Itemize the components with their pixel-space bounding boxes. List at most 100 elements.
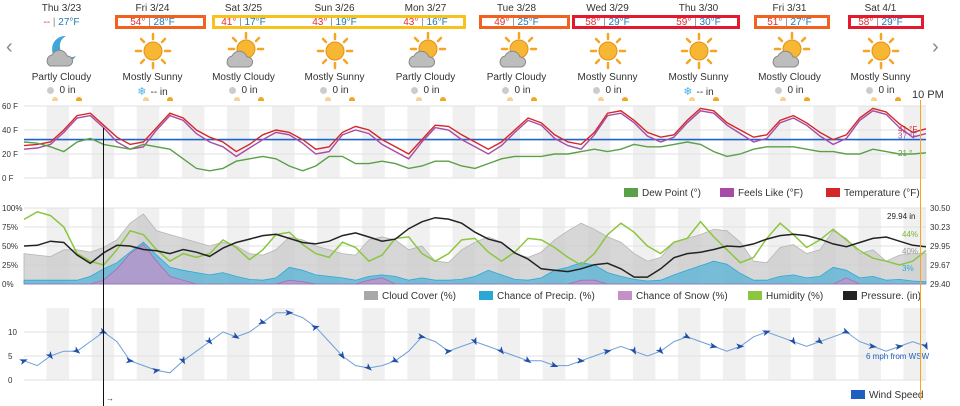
wind-chart-band [587,308,611,380]
sun-marker-icon [622,97,628,101]
high-temp: -- [43,17,51,28]
temp-chart-band [91,106,115,178]
wind-chart-band [632,308,656,380]
wind-direction-arrow-icon [788,336,796,345]
temp-chart-band [632,106,656,178]
time-marker-label: 10 PM [912,89,944,101]
high-temp: 51° [767,17,783,28]
wind-chart-band [226,308,250,380]
day-forecast-item[interactable]: Tue 3/28 49° | 25°F Partly Cloudy 0 in [471,0,562,104]
wind-chart: 10 5 0 6 mph from WSW Wind Speed → [8,308,930,403]
sun-marker-icon [440,97,446,101]
legend-dew-point-label[interactable]: Dew Point (°) [642,188,701,199]
precip-amount: 0 in [16,85,107,96]
day-forecast-item[interactable]: Fri 3/31 51° | 27°F Mostly Cloudy 0 in [744,0,835,104]
precip-amount: 0 in [471,85,562,96]
day-name: Wed 3/29 [586,3,629,14]
precip-amount: ❄ -- in [107,85,198,98]
series-feels-end-label: 37 °F [898,132,917,141]
raindrop-icon [320,86,328,94]
wind-direction-arrow-icon [895,343,904,350]
temp-chart-band [813,106,836,178]
day-name: Fri 3/31 [772,3,807,14]
temp-highlight-box [572,15,740,29]
precip-value: -- in [150,87,168,98]
wind-chart-band [91,308,115,380]
day-forecast-item[interactable]: Mon 3/27 43° | 16°F Partly Cloudy 0 in [380,0,471,104]
day-forecast-item[interactable]: Sun 3/26 43° | 19°F Mostly Sunny 0 in [289,0,380,104]
day-name: Sun 3/26 [314,3,355,14]
day-name: Tue 3/28 [496,3,537,14]
wind-direction-arrow-icon [444,348,453,355]
series-dew-line [23,137,927,172]
legend-pressure-label[interactable]: Pressure. (in) [861,291,921,302]
temp-highlight-box [754,15,830,29]
day-forecast-item[interactable]: Sat 4/1 58° | 29°F Mostly Sunny 0 in [835,0,926,104]
low-temp: 25°F [517,17,539,28]
condition-text: Mostly Sunny [850,72,911,83]
precip-value: 0 in [878,85,895,96]
temp-y-tick: 0 F [2,174,14,183]
wind-chart-band [136,308,160,380]
day-forecast-item[interactable]: Thu 3/30 59° | 30°F Mostly Sunny ❄ -- in [653,0,744,104]
legend-chance-snow-label[interactable]: Chance of Snow (%) [636,291,728,302]
day-temps: 43° | 19°F [312,17,357,28]
series-precip-area [23,241,927,285]
legend-humidity-label[interactable]: Humidity (%) [766,291,823,302]
day-forecast-item[interactable]: Thu 3/23 -- | 27°F Partly Cloudy 0 in [16,0,107,104]
high-temp: 43° [312,17,328,28]
day-name: Sat 3/25 [224,3,263,14]
wind-direction-arrow-icon [523,356,532,364]
day-temps: 58° | 29°F [858,17,903,28]
wind-direction-arrow-icon [682,332,691,339]
high-temp: 41° [221,17,237,28]
wind-chart-band [272,308,295,380]
condition-text: Mostly Sunny [668,72,729,83]
sun-cloud-icon [224,31,264,70]
atmosphere-chart: 100% 30.50 75% 30.23 50% 29.95 25% 29.67 0% 29.40… [2,204,951,302]
legend-wind-speed-label[interactable]: Wind Speed [869,390,923,401]
sun-marker-icon [258,97,264,101]
day-forecast-item[interactable]: Sat 3/25 41° | 17°F Mostly Cloudy 0 in [198,0,289,104]
wind-chart-band [677,308,701,380]
wind-chart-band [362,308,385,380]
sun-marker-icon [689,97,695,101]
wind-direction-arrow-icon [470,336,477,346]
wind-direction-arrow-icon [736,343,745,350]
wind-direction-arrow-icon [178,355,185,365]
day-temps: 43° | 16°F [403,17,448,28]
series-temp-line [23,107,927,155]
wind-end-label: 6 mph from WSW [866,352,930,361]
temp-y-tick: 60 F [2,102,18,111]
wind-scroll-arrow-icon[interactable]: → [106,394,114,403]
day-forecast-item[interactable]: Fri 3/24 54° | 28°F Mostly Sunny ❄ -- in [107,0,198,104]
condition-text: Partly Cloudy [31,72,92,83]
temperature-chart: 60 F 40 F 20 F 0 F 41 °F37 °F 21 ° Dew Point (… [2,102,927,199]
wind-direction-arrow-icon [337,351,345,360]
wind-chart-band [542,308,566,380]
wind-chart-band [723,308,746,380]
wind-direction-arrow-icon [231,332,240,339]
atmo-y-tick: 50% [2,242,18,251]
condition-text: Mostly Sunny [122,72,183,83]
sun-marker-icon [713,97,719,101]
day-temps: 59° | 30°F [676,17,721,28]
sun-icon [588,32,628,70]
high-temp: 58° [585,17,601,28]
raindrop-icon [229,86,237,94]
next-arrow-icon[interactable]: › [932,36,939,58]
legend-feels-like-label[interactable]: Feels Like (°F) [738,188,803,199]
day-forecast-item[interactable]: Wed 3/29 58° | 29°F Mostly Sunny 0 in [562,0,653,104]
wind-direction-arrow-icon [285,309,294,316]
legend-chance-precip-label[interactable]: Chance of Precip. (%) [497,291,595,302]
legend-cloud-cover-label[interactable]: Cloud Cover (%) [382,291,456,302]
wind-y-tick: 5 [8,352,13,361]
legend-temperature-label[interactable]: Temperature (°F) [844,188,920,199]
wind-chart-band [407,308,430,380]
sun-icon [861,32,901,70]
day-temps: -- | 27°F [43,17,80,28]
snowflake-icon: ❄ [683,86,693,98]
day-temps: 51° | 27°F [767,17,812,28]
prev-arrow-icon[interactable]: ‹ [6,36,13,58]
day-temps: 54° | 28°F [130,17,175,28]
